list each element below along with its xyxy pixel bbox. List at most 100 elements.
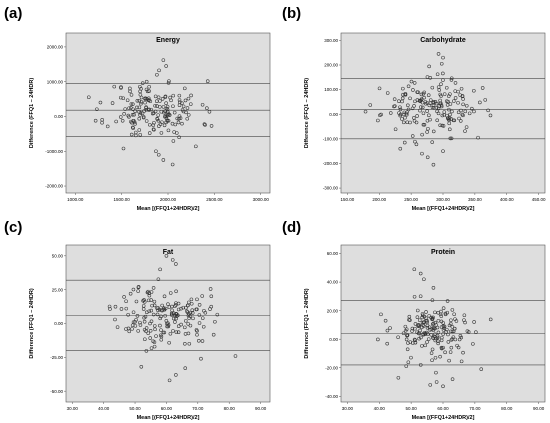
x-tick-label: 150.00 xyxy=(340,197,354,202)
data-points xyxy=(363,52,493,167)
data-point xyxy=(149,319,154,324)
data-point xyxy=(449,117,454,121)
data-point xyxy=(452,326,457,331)
data-point xyxy=(464,103,469,108)
data-point xyxy=(145,310,149,315)
data-point xyxy=(176,313,180,318)
data-point xyxy=(458,93,462,97)
data-point xyxy=(442,112,446,117)
data-point xyxy=(122,112,126,116)
data-point xyxy=(156,118,161,123)
data-point xyxy=(425,155,430,160)
data-point xyxy=(179,322,183,327)
data-point xyxy=(180,108,185,112)
y-axis-label: Difference (FFQ1 – 24HDR) xyxy=(29,288,35,358)
x-tick-label: 2500.00 xyxy=(206,197,223,202)
data-point xyxy=(195,297,199,302)
data-point xyxy=(433,332,437,337)
data-point xyxy=(450,308,455,312)
data-point xyxy=(160,97,165,101)
data-point xyxy=(148,336,153,340)
data-point xyxy=(170,121,175,126)
data-point xyxy=(173,320,177,324)
data-point xyxy=(153,103,157,108)
data-point xyxy=(424,102,428,106)
data-point xyxy=(189,301,194,306)
data-point xyxy=(418,271,423,276)
data-point xyxy=(441,149,445,153)
data-point xyxy=(142,300,147,304)
data-point xyxy=(446,99,450,104)
data-point xyxy=(120,119,125,123)
data-point xyxy=(425,130,429,134)
data-point xyxy=(422,95,426,100)
data-point xyxy=(442,92,447,96)
data-point xyxy=(155,72,159,77)
data-point xyxy=(144,119,149,123)
data-point xyxy=(119,86,123,90)
data-point xyxy=(107,304,112,309)
data-point xyxy=(123,107,127,111)
data-point xyxy=(404,327,409,332)
data-point xyxy=(409,79,414,84)
data-point xyxy=(152,303,157,308)
data-point xyxy=(429,332,434,337)
data-point xyxy=(167,79,171,83)
data-point xyxy=(472,88,476,93)
data-point xyxy=(151,123,156,127)
data-point xyxy=(179,306,183,311)
data-point xyxy=(205,79,210,83)
data-point xyxy=(149,107,153,112)
chart-title: Carbohydrate xyxy=(420,37,466,44)
data-point xyxy=(412,294,417,299)
panel-3: (c) Fat 30.00 40.00 50.00 60.00 70.00 80.00 90.0… xyxy=(4,219,271,421)
data-point xyxy=(412,81,417,85)
data-point xyxy=(177,100,182,105)
data-point xyxy=(86,95,91,100)
data-point xyxy=(428,76,433,80)
data-point xyxy=(402,120,406,125)
data-point xyxy=(480,86,485,90)
data-point xyxy=(154,334,158,338)
data-point xyxy=(379,112,383,117)
data-point xyxy=(439,325,444,329)
data-point xyxy=(93,118,98,123)
data-point xyxy=(142,298,146,302)
data-point xyxy=(446,340,451,344)
data-point xyxy=(138,133,143,137)
data-point xyxy=(459,359,464,364)
data-point xyxy=(171,139,176,143)
data-point xyxy=(181,305,185,310)
y-tick-label: 1000.00 xyxy=(47,79,64,84)
data-point xyxy=(449,345,454,350)
data-point xyxy=(419,92,424,97)
data-point xyxy=(167,340,171,345)
data-point xyxy=(445,103,450,107)
data-point xyxy=(392,104,396,109)
data-point xyxy=(467,111,472,116)
data-point xyxy=(184,305,188,310)
data-point xyxy=(446,332,450,337)
data-point xyxy=(138,92,143,97)
data-point xyxy=(139,100,144,104)
y-tick-label: 0.00 xyxy=(329,337,338,342)
data-point xyxy=(403,116,407,120)
data-point xyxy=(459,86,464,91)
data-point xyxy=(200,102,205,107)
data-point xyxy=(163,313,167,318)
data-point xyxy=(431,286,436,290)
data-point xyxy=(398,105,402,110)
data-point xyxy=(131,102,135,106)
data-point xyxy=(162,308,167,312)
x-tick-label: 70.00 xyxy=(192,406,204,411)
data-point xyxy=(121,146,126,151)
data-point xyxy=(405,120,410,125)
data-point xyxy=(167,305,172,309)
data-point xyxy=(149,346,154,350)
data-point xyxy=(166,324,171,329)
data-point xyxy=(452,312,456,317)
data-point xyxy=(431,129,436,134)
y-tick-label: -1000.00 xyxy=(45,149,63,154)
chart-title: Energy xyxy=(156,37,180,44)
data-point xyxy=(166,302,170,306)
